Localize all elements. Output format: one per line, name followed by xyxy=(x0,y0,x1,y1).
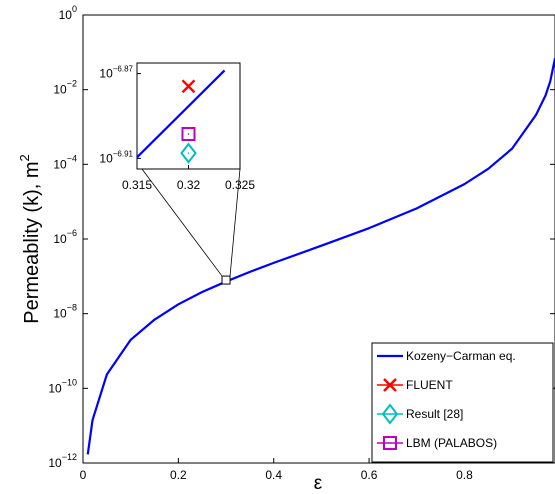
inset-y-tick-label: 10−6.87 xyxy=(99,65,133,81)
zoom-marker-box xyxy=(221,275,231,285)
y-tick-label: 10−2 xyxy=(53,79,77,97)
y-tick-label: 10−6 xyxy=(53,228,77,246)
legend-square-marker xyxy=(383,436,397,450)
inset-x-tick-label: 0.315 xyxy=(122,178,152,192)
inset-kozeny-carman-line xyxy=(136,69,226,159)
y-axis-title-superscript: 2 xyxy=(17,154,32,161)
legend-diamond-marker-shape xyxy=(381,403,399,425)
x-tick-label: 0.6 xyxy=(361,468,378,482)
inset-diamond-marker xyxy=(180,142,197,164)
inset-series-layer xyxy=(136,69,226,164)
legend: Kozeny−Carman eq. FLUENT Result [28] LBM (P… xyxy=(371,342,554,463)
inset-square-marker-dot xyxy=(187,133,190,135)
legend-label: FLUENT xyxy=(406,378,453,392)
legend-x-marker xyxy=(383,378,397,392)
zoom-connector-line xyxy=(229,168,241,277)
inset-x-marker-stroke xyxy=(181,79,196,94)
y-axis: 100 10−2 10−4 10−6 10−8 10−10 10−12 xyxy=(48,4,555,470)
inset-x-tick-label: 0.325 xyxy=(225,178,255,192)
inset-plot-area xyxy=(136,62,241,170)
zoom-connector-line xyxy=(141,168,223,277)
x-tick-label: 0.8 xyxy=(456,468,473,482)
main-series-layer xyxy=(86,58,555,455)
legend-x-marker-stroke xyxy=(383,378,397,392)
legend-square-marker-shape xyxy=(383,436,397,450)
x-tick-label: 0.2 xyxy=(170,468,187,482)
y-axis-title: Permeablity (k), m2 xyxy=(17,154,43,323)
legend-label: LBM (PALABOS) xyxy=(406,436,497,450)
inset-x-tick-label: 0.32 xyxy=(177,178,201,192)
zoom-connectors xyxy=(141,168,241,277)
inset-x-axis: 0.315 0.32 0.325 xyxy=(122,165,255,192)
inset-diamond-marker-shape xyxy=(180,142,197,164)
y-tick-label: 100 xyxy=(59,4,77,22)
y-tick-label: 10−10 xyxy=(48,377,77,395)
inset-x-marker xyxy=(181,79,196,94)
x-axis: 0 0.2 0.4 0.6 0.8 xyxy=(80,458,473,482)
inset-y-axis: 10−6.87 10−6.91 xyxy=(99,65,141,165)
inset-square-marker-shape xyxy=(181,127,196,142)
inset-diamond-marker-dot xyxy=(187,152,190,154)
legend-diamond-marker xyxy=(381,403,399,425)
legend-square-marker-dot xyxy=(389,442,391,444)
y-tick-label: 10−4 xyxy=(53,153,77,171)
inset-square-marker xyxy=(181,127,196,142)
legend-label: Kozeny−Carman eq. xyxy=(406,349,516,363)
y-axis-title-text: Permeablity (k), m xyxy=(21,161,43,323)
x-axis-title: ε xyxy=(314,473,323,494)
inset-y-tick-label: 10−6.91 xyxy=(99,149,133,165)
x-tick-label: 0 xyxy=(80,468,87,482)
y-tick-label: 10−8 xyxy=(53,303,77,321)
legend-box xyxy=(371,342,554,463)
x-tick-label: 0.4 xyxy=(265,468,282,482)
kozeny-carman-line xyxy=(86,58,555,455)
legend-diamond-marker-dot xyxy=(389,413,391,415)
legend-label: Result [28] xyxy=(406,407,463,421)
y-tick-label: 10−12 xyxy=(48,452,77,470)
